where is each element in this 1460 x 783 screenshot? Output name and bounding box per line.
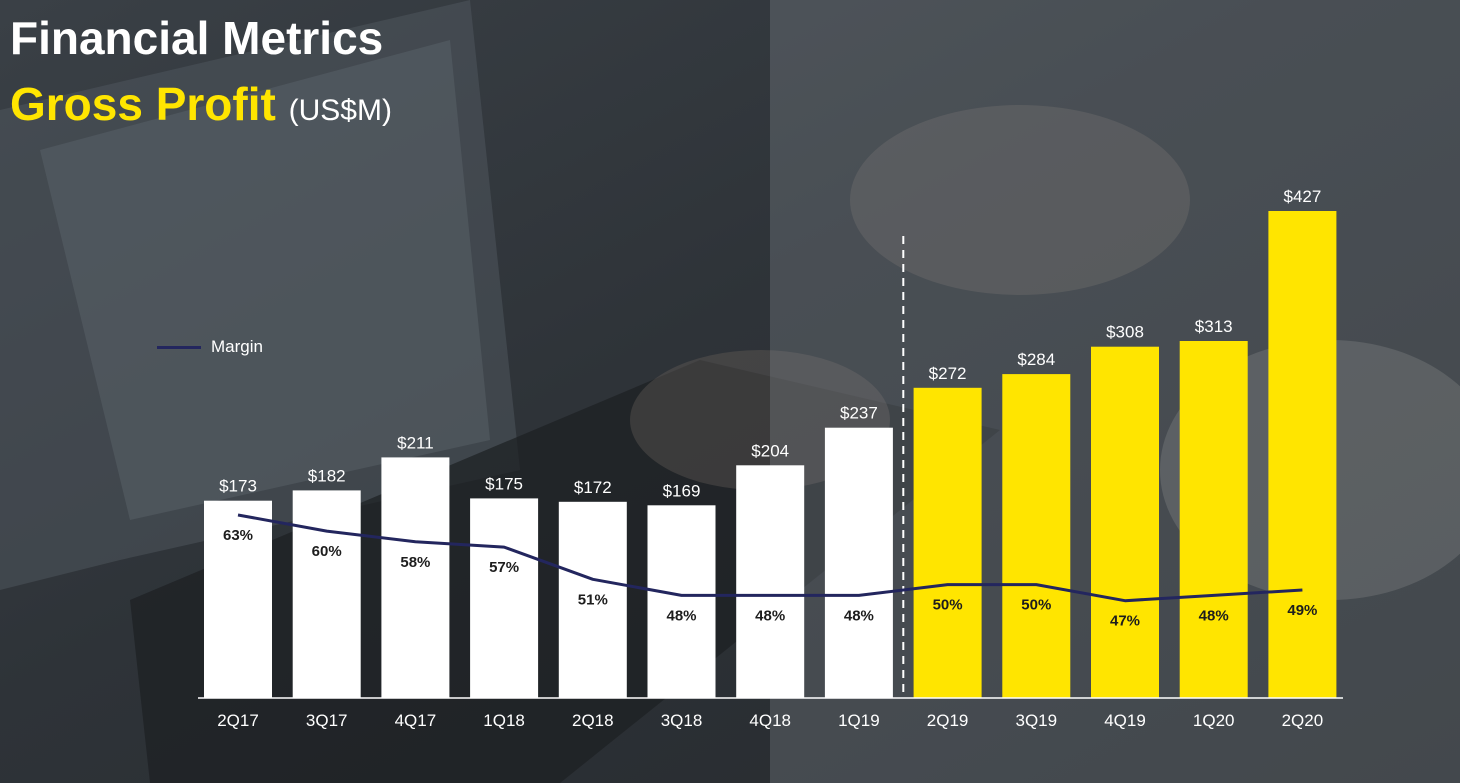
bar-2Q17 [204, 500, 272, 698]
labels-layer: $173 63% $182 60% $211 58% $175 57% $172 51% $169 4… [219, 187, 1321, 630]
legend-line-swatch [157, 345, 201, 349]
x-tick-label: 4Q19 [1104, 711, 1146, 730]
margin-value-label: 47% [1110, 613, 1140, 630]
margin-value-label: 50% [1021, 597, 1051, 614]
unit-label: (US$M) [288, 94, 392, 127]
bar-value-label: $313 [1195, 317, 1233, 336]
bar-1Q19 [824, 427, 893, 698]
x-tick-label: 2Q19 [927, 711, 969, 730]
bar-1Q18 [470, 498, 539, 698]
subtitle-text: Gross Profit [10, 78, 276, 130]
bar-value-label: $169 [663, 481, 701, 500]
margin-value-label: 48% [844, 607, 874, 624]
bar-value-label: $237 [840, 404, 878, 423]
bar-2Q20 [1268, 211, 1337, 698]
margin-line [237, 513, 1303, 603]
bar-value-label: $172 [574, 478, 612, 497]
x-tick-label: 4Q17 [395, 711, 437, 730]
bar-value-label: $173 [219, 477, 257, 496]
bar-3Q18 [647, 505, 716, 698]
bar-value-label: $175 [485, 474, 523, 493]
margin-value-label: 48% [755, 607, 785, 624]
margin-value-label: 51% [578, 591, 608, 608]
bar-value-label: $308 [1106, 323, 1144, 342]
bar-2Q19 [913, 387, 982, 698]
bar-value-label: $284 [1017, 350, 1055, 369]
bar-2Q18 [558, 501, 627, 698]
x-tick-label: 2Q17 [217, 711, 259, 730]
margin-value-label: 48% [666, 607, 696, 624]
x-tick-label: 2Q18 [572, 711, 614, 730]
legend-label: Margin [211, 337, 263, 356]
bar-1Q20 [1179, 341, 1248, 698]
bar-4Q18 [736, 465, 805, 698]
x-tick-label: 1Q20 [1193, 711, 1235, 730]
bar-4Q17 [381, 457, 450, 698]
legend: Margin [157, 336, 263, 358]
x-tick-label: 4Q18 [749, 711, 791, 730]
bar-3Q19 [1002, 374, 1071, 698]
x-tick-label: 3Q18 [661, 711, 703, 730]
margin-line-layer [237, 513, 1303, 603]
bar-4Q19 [1091, 346, 1159, 698]
bar-3Q17 [292, 490, 361, 698]
bar-value-label: $204 [751, 441, 789, 460]
x-tick-label: 2Q20 [1282, 711, 1324, 730]
x-tick-label: 1Q19 [838, 711, 880, 730]
bars-layer [204, 211, 1337, 698]
chart-subtitle: Gross Profit (US$M) [10, 76, 392, 139]
page-title: Financial Metrics [10, 12, 384, 64]
bar-value-label: $427 [1283, 187, 1321, 206]
bar-value-label: $182 [308, 466, 346, 485]
x-tick-label: 3Q17 [306, 711, 348, 730]
margin-value-label: 58% [400, 554, 430, 571]
bar-value-label: $272 [929, 364, 967, 383]
bar-value-label: $211 [397, 433, 434, 452]
margin-value-label: 48% [1199, 607, 1229, 624]
axis-layer: 2Q17 3Q17 4Q17 1Q18 2Q18 3Q18 4Q18 1Q19 2Q19 3Q19… [198, 236, 1343, 730]
margin-value-label: 60% [312, 543, 342, 560]
x-tick-label: 3Q19 [1016, 711, 1058, 730]
margin-value-label: 57% [489, 559, 519, 576]
margin-value-label: 49% [1287, 602, 1317, 619]
x-tick-label: 1Q18 [483, 711, 525, 730]
margin-value-label: 63% [223, 527, 253, 544]
margin-value-label: 50% [933, 597, 963, 614]
